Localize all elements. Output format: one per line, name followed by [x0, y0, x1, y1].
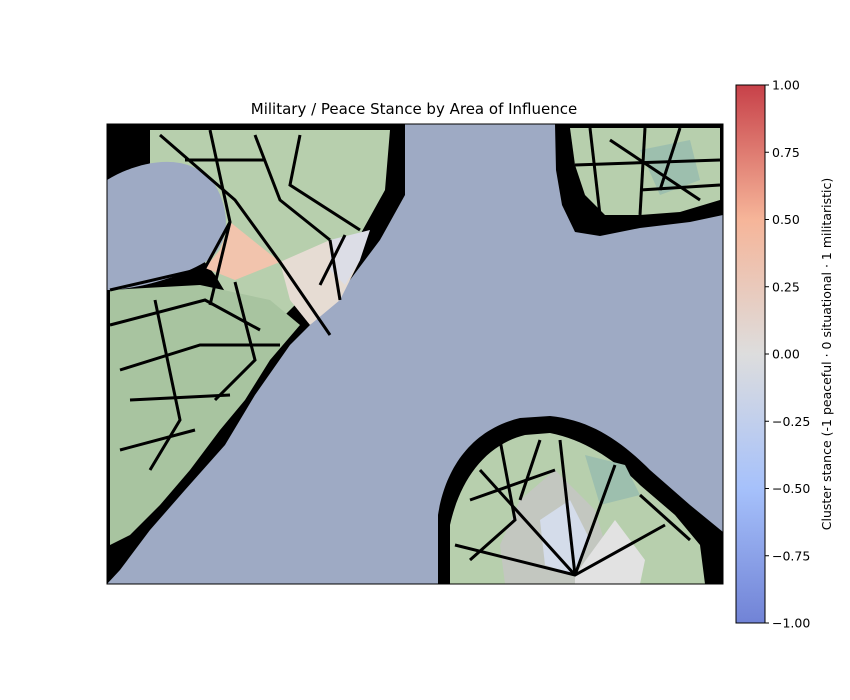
- colorbar-tick-label: 1.00: [772, 78, 800, 93]
- south-pale-blue-cluster: [540, 500, 590, 575]
- colorbar: 1.00 0.75 0.50 0.25 0.00 −0.25 −0.50 −0.75 −1.00…: [735, 78, 834, 631]
- colorbar-tick-label: 0.50: [772, 212, 800, 227]
- axes-frame: [106, 123, 724, 585]
- nw-sea-cove: [107, 161, 226, 290]
- nw-peach-cluster: [205, 222, 280, 280]
- colorbar-ticks: 1.00 0.75 0.50 0.25 0.00 −0.25 −0.50 −0.75 −1.00: [765, 78, 810, 631]
- colorbar-tick-label: −0.75: [772, 548, 810, 563]
- colorbar-gradient: [735, 84, 766, 624]
- colorbar-tick-label: −0.50: [772, 481, 810, 496]
- south-cluster-lines: [454, 439, 692, 577]
- south-teal-cluster: [585, 455, 640, 505]
- ne-cluster-lines: [574, 127, 721, 216]
- heatmap-area: [107, 124, 723, 584]
- south-light-cluster: [575, 520, 645, 584]
- ne-teal-cluster: [640, 140, 700, 195]
- colorbar-label: Cluster stance (-1 peaceful · 0 situatio…: [819, 178, 834, 530]
- colorbar-tick-label: 0.25: [772, 279, 800, 294]
- colorbar-tick-label: −1.00: [772, 616, 810, 631]
- nw-cluster-lines: [109, 129, 361, 471]
- colorbar-tick-label: 0.75: [772, 145, 800, 160]
- colorbar-tick-label: −0.25: [772, 414, 810, 429]
- colorbar-tick-label: 0.00: [772, 347, 800, 362]
- chart-title: Military / Peace Stance by Area of Influ…: [251, 100, 577, 118]
